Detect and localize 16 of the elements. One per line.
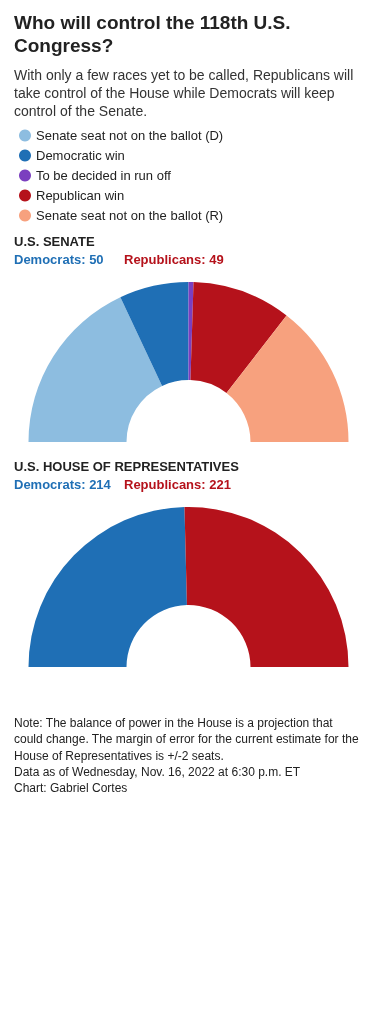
text: Democrats: 50 [14,252,104,268]
legend-label: Senate seat not on the ballot (R) [36,208,224,224]
text: U.S. SENATE [14,234,95,250]
chart-subtitle: With only a few races yet to be called, Republicans will take control of the House while Democrats will keep control of the Senate. [14,65,355,121]
legend-label: To be decided in run off [36,168,172,184]
text: Data as of Wednesday, Nov. 16, 2022 at 6:30 p.m. ET [14,763,302,780]
text: Note: The balance of power in the House is a projection that could change. The margin of error for the current estimate for the House of Representatives is +/-2 seats. [14,715,360,764]
legend-label: Republican win [36,188,125,204]
chart-title: Who will control the 118th U.S. Congress? [14,12,292,58]
text: Republicans: 49 [124,252,224,268]
legend-label: Senate seat not on the ballot (D) [36,128,224,144]
legend-label: Democratic win [36,148,125,164]
text: Republicans: 221 [124,477,231,493]
text: Democrats: 214 [14,477,112,493]
chart-title: U.S. HOUSE OF REPRESENTATIVES [14,459,240,475]
text: Chart: Gabriel Cortes [14,779,129,797]
